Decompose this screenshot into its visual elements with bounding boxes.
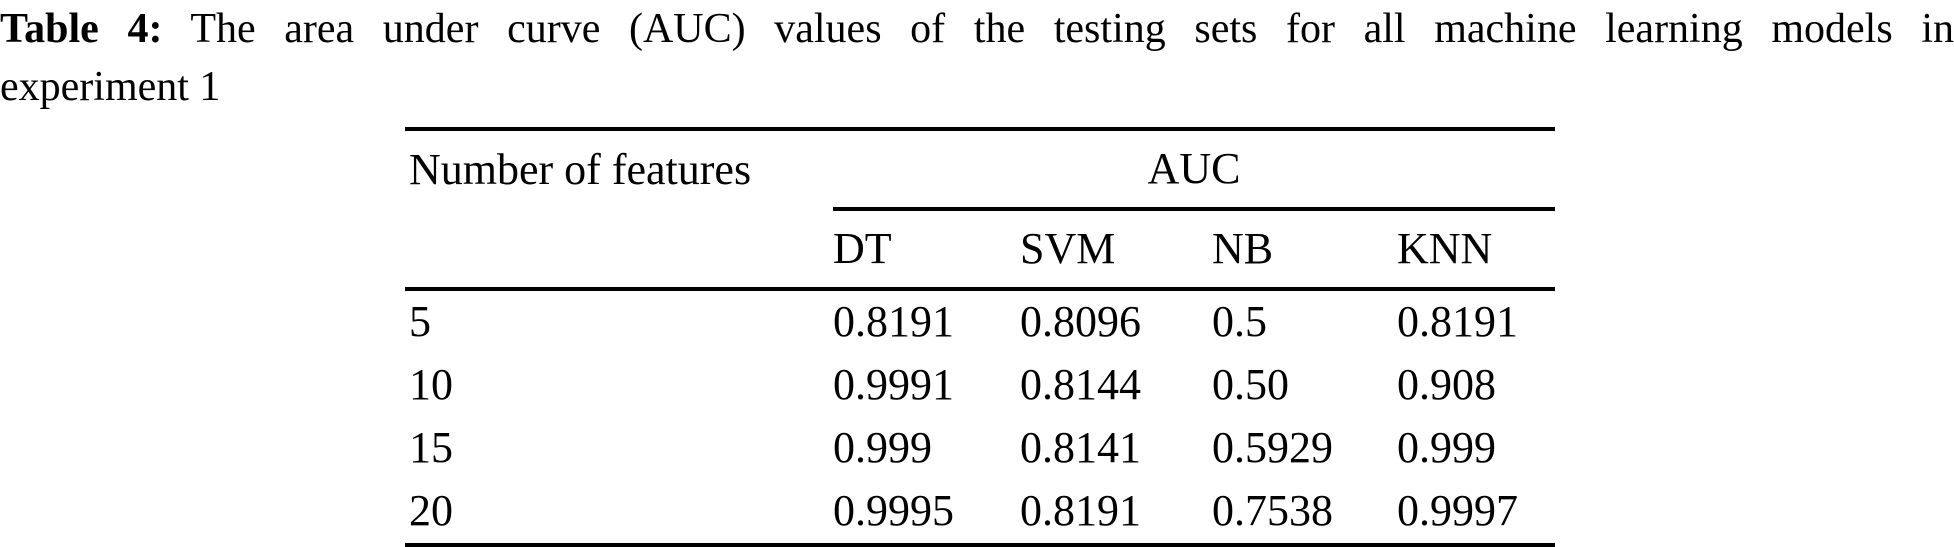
auc-value-svm: 0.8141 [1020,423,1141,473]
model-header-knn: KNN [1397,209,1555,291]
feature-count-cell: 5 [409,297,431,347]
auc-value-svm: 0.8144 [1020,360,1141,410]
caption-text: The area under curve (AUC) values of the… [190,6,1954,52]
auc-value-svm: 0.8191 [1020,486,1141,536]
feature-count-cell: 20 [409,486,453,536]
empty-header-cell [405,209,833,291]
header-row-group: Number of features AUC [405,129,1555,211]
model-header-dt: DT [833,209,1020,291]
auc-value-nb: 0.50 [1212,360,1289,410]
caption-line-1: Table 4: The area under curve (AUC) valu… [0,0,1954,58]
caption-label: Table 4: [0,6,163,52]
auc-value-knn: 0.908 [1397,360,1496,410]
caption-line-2: experiment 1 [0,64,221,110]
auc-value-dt: 0.9995 [833,486,954,536]
auc-group-header: AUC [833,129,1555,211]
table-row: 15 0.999 0.8141 0.5929 0.999 [405,417,1555,480]
feature-count-cell: 10 [409,360,453,410]
auc-value-nb: 0.7538 [1212,486,1333,536]
auc-value-nb: 0.5 [1212,297,1267,347]
feature-count-header: Number of features [409,144,752,194]
auc-value-nb: 0.5929 [1212,423,1333,473]
auc-value-knn: 0.8191 [1397,297,1518,347]
table-row: 5 0.8191 0.8096 0.5 0.8191 [405,289,1555,354]
auc-value-svm: 0.8096 [1020,297,1141,347]
table-caption: Table 4: The area under curve (AUC) valu… [0,0,1954,116]
table-row: 10 0.9991 0.8144 0.50 0.908 [405,354,1555,417]
auc-value-knn: 0.9997 [1397,486,1518,536]
model-header-nb: NB [1212,209,1397,291]
table-row: 20 0.9995 0.8191 0.7538 0.9997 [405,480,1555,545]
auc-results-table: Number of features AUC DT SVM NB KNN 5 0… [405,127,1555,547]
auc-value-dt: 0.8191 [833,297,954,347]
model-header-svm: SVM [1020,209,1212,291]
header-row-models: DT SVM NB KNN [405,209,1555,291]
auc-value-dt: 0.999 [833,423,932,473]
auc-value-dt: 0.9991 [833,360,954,410]
feature-count-cell: 15 [409,423,453,473]
auc-value-knn: 0.999 [1397,423,1496,473]
